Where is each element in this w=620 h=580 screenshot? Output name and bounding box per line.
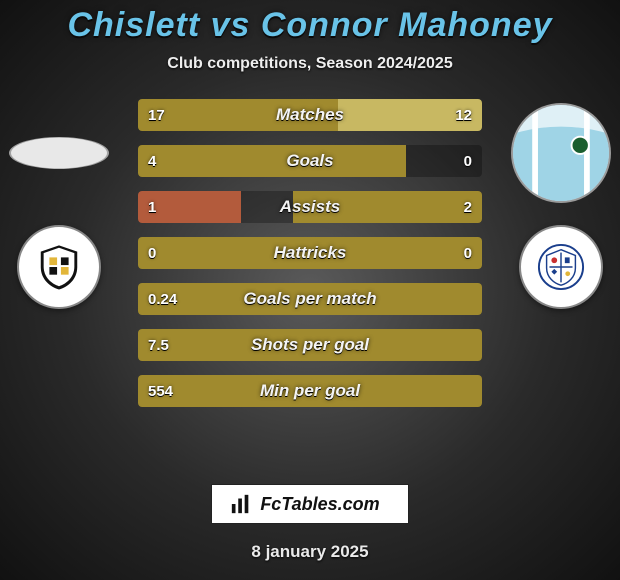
bar-fill-right — [293, 191, 482, 223]
stat-bar: 12Assists — [138, 191, 482, 223]
bar-fill-left — [138, 191, 241, 223]
bar-fill-left — [138, 375, 482, 407]
brand-box[interactable]: FcTables.com — [211, 484, 408, 524]
bar-fill-left — [138, 283, 482, 315]
bar-fill-right — [338, 99, 482, 131]
player-photo-left — [9, 137, 109, 169]
stat-bar: 7.5Shots per goal — [138, 329, 482, 361]
bar-fill-left — [138, 145, 406, 177]
left-column — [4, 103, 114, 309]
badge-icon — [537, 243, 585, 291]
jersey-icon — [513, 105, 609, 201]
stat-bar: 0.24Goals per match — [138, 283, 482, 315]
bar-fill-left — [138, 99, 338, 131]
infographic: Chislett vs Connor Mahoney Club competit… — [0, 0, 620, 580]
stat-bar: 40Goals — [138, 145, 482, 177]
chart-area: 1712Matches 40Goals 12Assists 00Hattricks 0.… — [0, 93, 620, 476]
club-crest-left — [17, 225, 101, 309]
player-photo-right — [511, 103, 611, 203]
bar-fill-left — [138, 237, 482, 269]
subtitle: Club competitions, Season 2024/2025 — [167, 55, 452, 73]
date-text: 8 january 2025 — [251, 542, 368, 562]
footer: FcTables.com 8 january 2025 — [0, 476, 620, 580]
bars-container: 1712Matches 40Goals 12Assists 00Hattricks 0.… — [138, 99, 482, 407]
stat-bar: 1712Matches — [138, 99, 482, 131]
right-column — [506, 103, 616, 309]
club-crest-right — [519, 225, 603, 309]
stat-bar: 554Min per goal — [138, 375, 482, 407]
page-title: Chislett vs Connor Mahoney — [67, 6, 552, 45]
bar-fill-left — [138, 329, 482, 361]
shield-icon — [35, 243, 83, 291]
bar-chart-icon — [230, 493, 252, 515]
brand-text: FcTables.com — [260, 494, 379, 515]
stat-bar: 00Hattricks — [138, 237, 482, 269]
